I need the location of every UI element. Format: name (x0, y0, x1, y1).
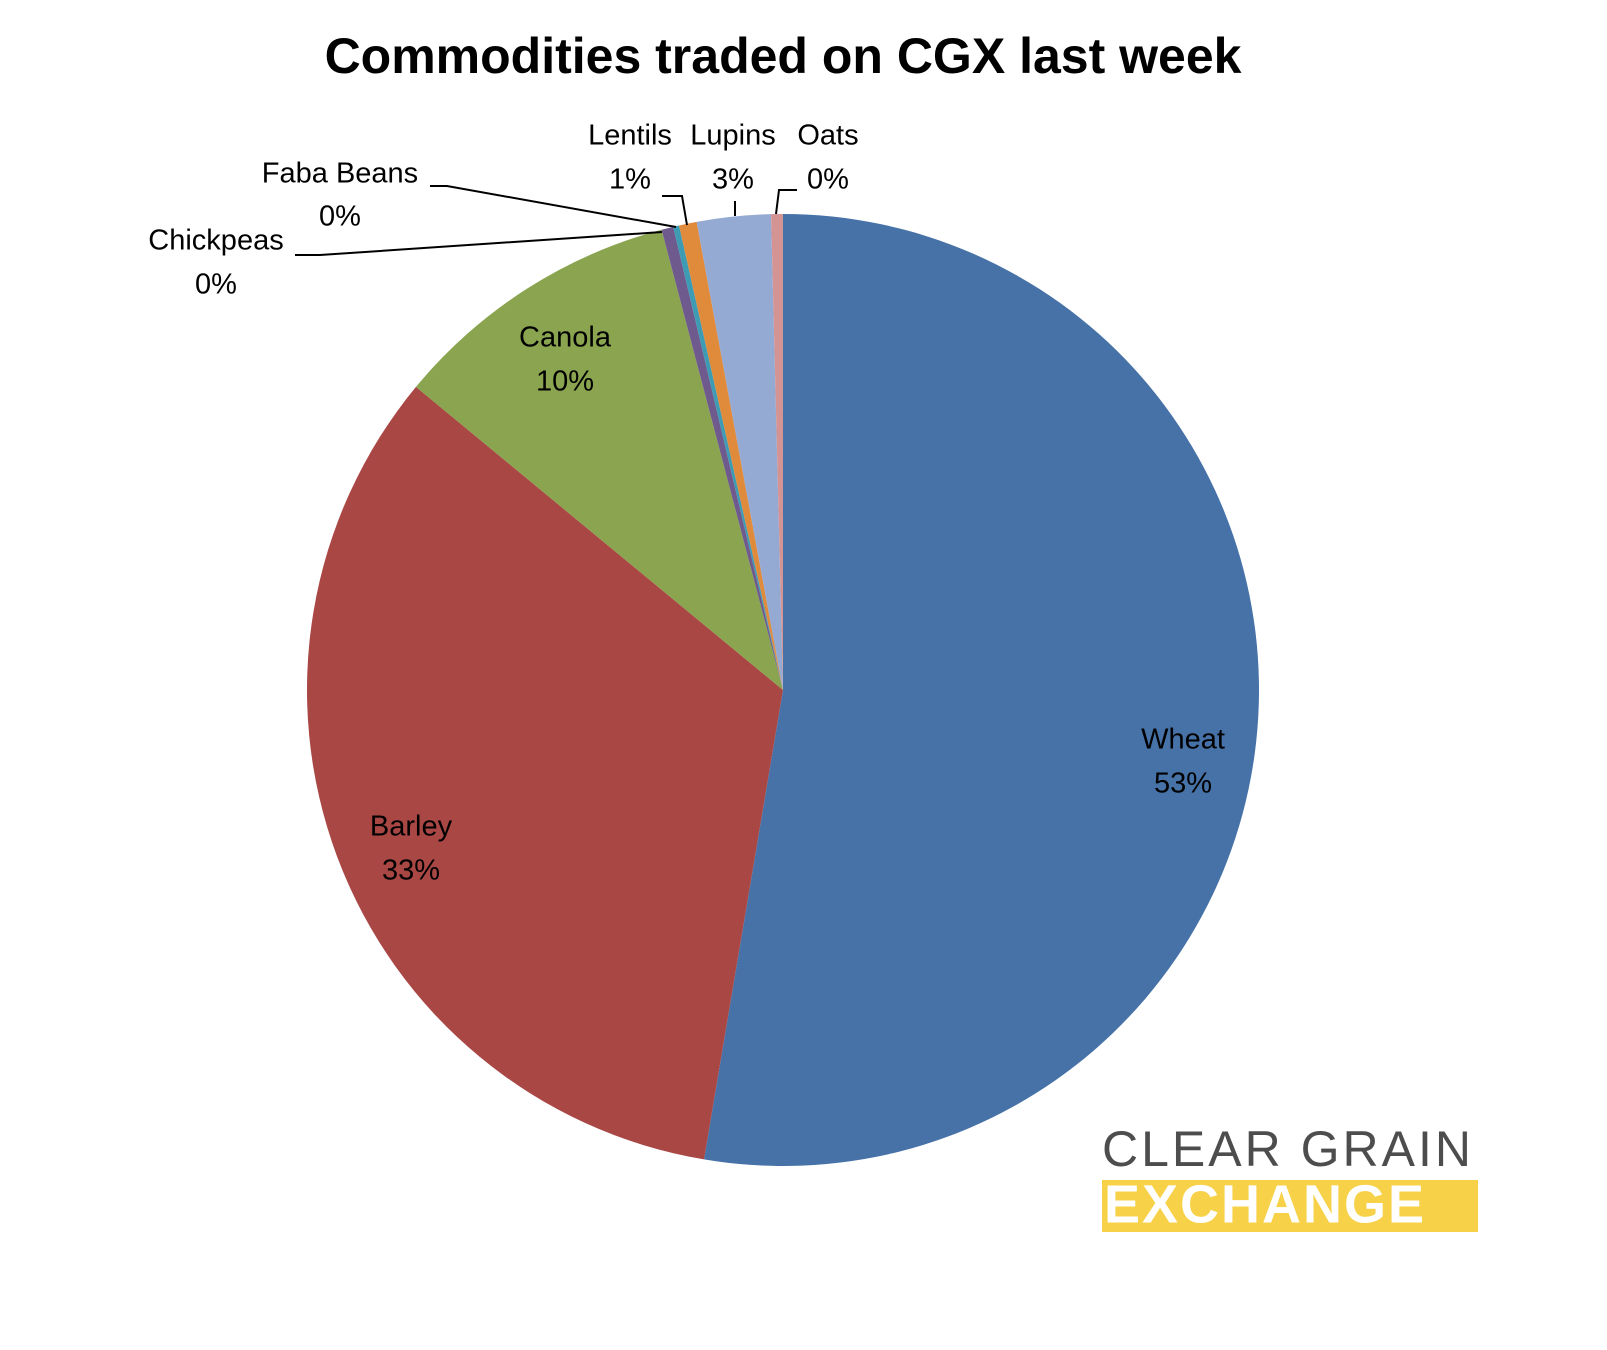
logo-line1: CLEAR GRAIN (1102, 1121, 1474, 1177)
slice-label: Canola (519, 322, 612, 354)
logo-band (1102, 1180, 1478, 1232)
value-label: 0% (319, 201, 361, 233)
value-label: 3% (712, 164, 754, 196)
slice (307, 386, 783, 1160)
value-label: 33% (382, 855, 440, 887)
value-label: 10% (536, 366, 594, 398)
slice (696, 214, 783, 690)
slice-label: Lupins (690, 120, 775, 152)
value-label: 0% (807, 164, 849, 196)
slice-label: Lentils (588, 120, 672, 152)
leader-line (295, 231, 663, 256)
slice (673, 225, 783, 690)
slice-label: Chickpeas (148, 225, 283, 257)
logo: CLEAR GRAIN EXCHANGE (1102, 1121, 1478, 1234)
leader-line (775, 189, 797, 215)
pie (307, 214, 1259, 1166)
slice-label: Barley (370, 811, 453, 843)
labels: Wheat 53% Barley 33% Canola 10% Chickpeas 0% Fab… (148, 120, 1225, 887)
slice (771, 214, 783, 690)
slice-label: Faba Beans (262, 158, 418, 190)
value-label: 1% (609, 164, 651, 196)
chart-title: Commodities traded on CGX last week (325, 28, 1242, 84)
leader-line (662, 195, 688, 226)
slice-label: Oats (797, 120, 858, 152)
value-label: 53% (1154, 768, 1212, 800)
slice (415, 229, 783, 690)
value-label: 0% (195, 269, 237, 301)
slice-label: Wheat (1141, 724, 1225, 756)
slice (704, 214, 1259, 1166)
slice (661, 226, 783, 691)
slice (679, 221, 783, 691)
leader-line (430, 185, 677, 228)
logo-line2: EXCHANGE (1104, 1174, 1426, 1234)
